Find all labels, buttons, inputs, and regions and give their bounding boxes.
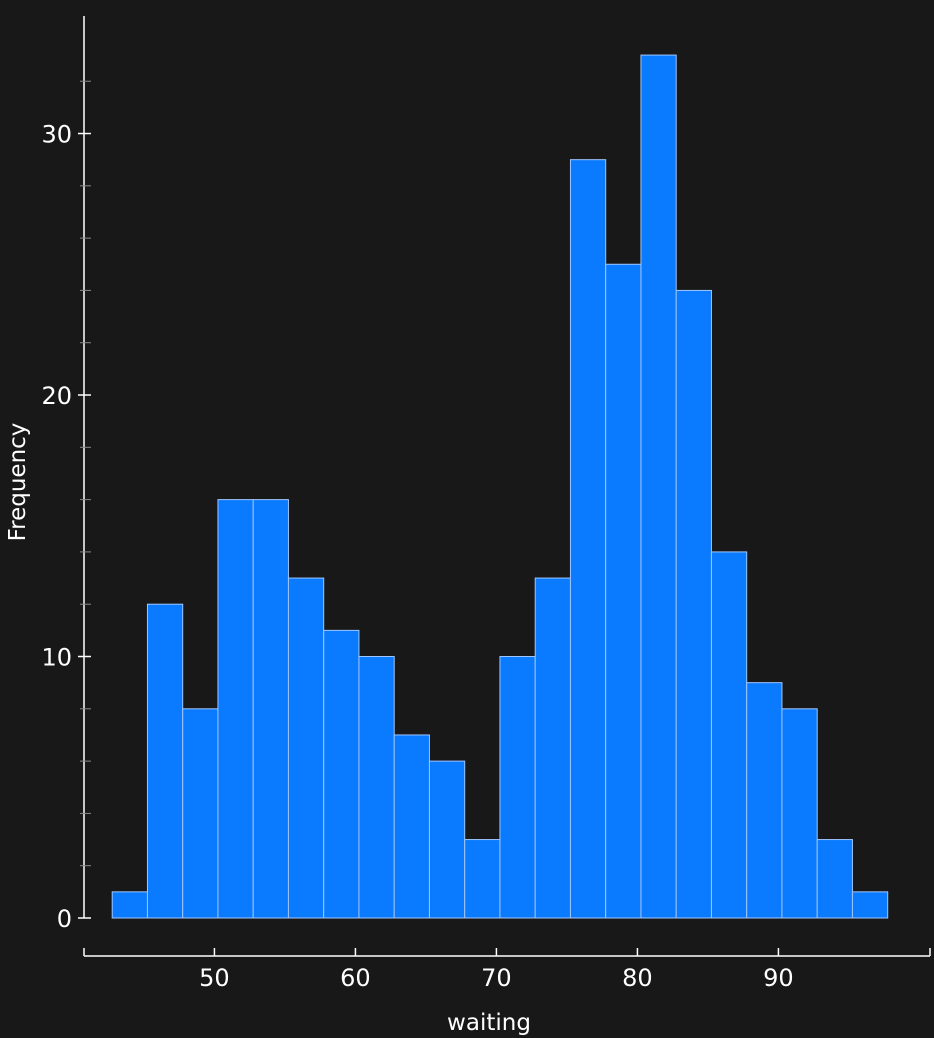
histogram-bar [464,839,501,919]
histogram-bar [816,839,853,919]
histogram-bar [323,629,360,919]
histogram-bar [640,54,677,919]
x-axis-title: waiting [447,1010,531,1036]
y-axis-title: Frequency [5,423,31,542]
histogram-bar [428,760,466,919]
x-tick-label: 90 [763,964,794,992]
y-tick-label: 30 [41,121,72,149]
y-tick-label: 10 [41,644,72,672]
histogram-bar [569,159,607,919]
histogram-bar [252,499,289,919]
histogram-bar [746,682,783,919]
histogram-bar [605,263,642,919]
x-tick-label: 60 [340,964,371,992]
histogram-bar [111,891,148,919]
histogram-bar [182,708,219,919]
histogram-bar [358,656,395,919]
bars-layer [111,54,889,919]
y-tick-label: 20 [41,382,72,410]
x-tick-label: 50 [199,964,230,992]
y-axis: 0 10 20 30 [41,16,91,933]
y-tick-label: 0 [57,905,72,933]
histogram-bar [710,551,748,919]
x-axis: 50 60 70 80 90 [83,948,931,992]
histogram-bar [851,891,889,919]
histogram-bar [781,708,818,919]
x-tick-label: 70 [481,964,512,992]
histogram-bar [146,603,184,919]
x-tick-label: 80 [622,964,653,992]
histogram-bar [287,577,325,919]
histogram-bar [499,656,536,919]
histogram-bar [534,577,571,919]
histogram-bar [675,289,712,919]
histogram-bar [217,499,254,919]
histogram-bar [393,734,430,919]
